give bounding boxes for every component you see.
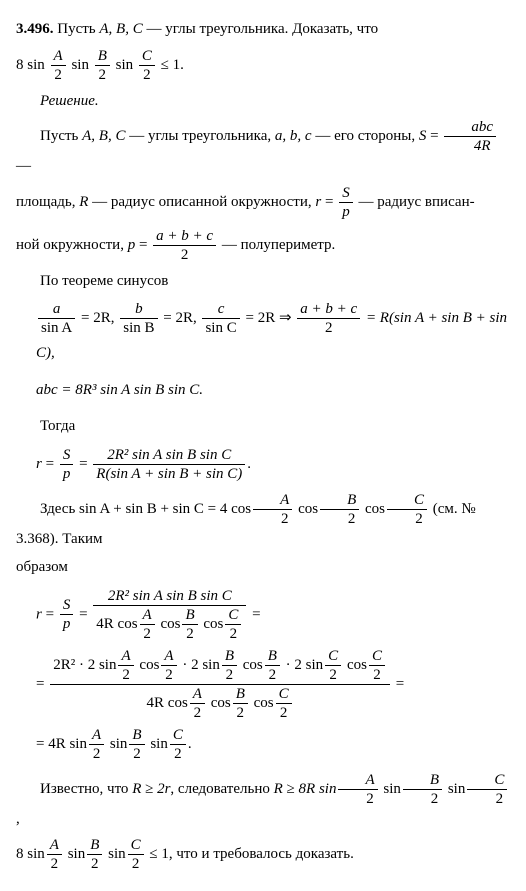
frac-A2: A2	[51, 47, 66, 84]
text: — радиус вписан-	[355, 193, 475, 209]
frac-B2: B2	[95, 47, 110, 84]
problem-inequality: 8 sin A2 sin B2 sin C2 ≤ 1.	[16, 47, 510, 84]
text: sin	[116, 56, 134, 72]
equation-r-expanded: r = Sp = 2R² sin A sin B sin C 4R cosA2 …	[36, 587, 510, 763]
dash: —	[16, 158, 31, 174]
text: площадь,	[16, 193, 79, 209]
text: 8 sin	[16, 56, 45, 72]
frac-C2: C2	[139, 47, 155, 84]
frac-c-sinC: csin C	[202, 300, 239, 337]
text: ≤ 1.	[161, 56, 184, 72]
paragraph-8: Известно, что R ≥ 2r, следовательно R ≥ …	[16, 771, 510, 831]
text: Пусть	[40, 128, 82, 144]
vars: A, B, C	[82, 128, 125, 144]
vars: a, b, c	[275, 128, 312, 144]
problem-statement: 3.496. Пусть A, B, C — углы треугольника…	[16, 18, 510, 41]
text: — полупериметр.	[218, 236, 335, 252]
var-R: R	[79, 193, 88, 209]
eq: =	[321, 193, 337, 209]
text: — углы треугольника. Доказать, что	[143, 21, 378, 37]
paragraph-9: 8 sinA2 sinB2 sinC2 ≤ 1, что и требовало…	[16, 836, 510, 873]
eq: =	[135, 236, 151, 252]
frac-big2: 2R² · 2 sinA2 cosA2 · 2 sinB2 cosB2 · 2 …	[50, 647, 390, 722]
frac-big1: 2R² sin A sin B sin C 4R cosA2 cosB2 cos…	[93, 587, 246, 643]
eq3-line3: = 4R sinA2 sinB2 sinC2.	[36, 726, 510, 763]
equation-sines: asin A = 2R, bsin B = 2R, csin C = 2R ⇒ …	[36, 300, 510, 407]
text: Пусть	[57, 21, 99, 37]
eq: =	[426, 128, 442, 144]
frac-semiperimeter: a + b + c2	[153, 227, 216, 264]
paragraph-7: образом	[16, 556, 510, 579]
ineq: R ≥ 2r	[132, 780, 170, 796]
problem-number: 3.496.	[16, 21, 54, 37]
frac-A2b: A2	[253, 491, 292, 528]
vars: A, B, C	[99, 21, 142, 37]
frac-area: abc4R	[444, 118, 496, 155]
eq3-line1: r = Sp = 2R² sin A sin B sin C 4R cosA2 …	[36, 587, 510, 643]
frac-sum: a + b + c2	[297, 300, 360, 337]
text: — углы треугольника,	[125, 128, 274, 144]
paragraph-1: Пусть A, B, C — углы треугольника, a, b,…	[16, 118, 510, 178]
equation-r: r = Sp = 2R² sin A sin B sin CR(sin A + …	[36, 446, 510, 483]
eq3-line2: = 2R² · 2 sinA2 cosA2 · 2 sinB2 cosB2 · …	[36, 647, 510, 722]
text: — радиус описанной окружности,	[88, 193, 315, 209]
paragraph-4: По теореме синусов	[16, 270, 510, 293]
frac-Sp: Sp	[339, 184, 353, 221]
solution-label: Решение.	[16, 90, 510, 113]
paragraph-5: Тогда	[16, 415, 510, 438]
text: , следовательно	[170, 780, 273, 796]
frac-a-sinA: asin A	[38, 300, 75, 337]
frac-r-expand: 2R² sin A sin B sin CR(sin A + sin B + s…	[93, 446, 245, 483]
frac-Sp3: Sp	[60, 596, 74, 633]
text: Известно, что	[40, 780, 132, 796]
eq-line-1: asin A = 2R, bsin B = 2R, csin C = 2R ⇒ …	[36, 300, 510, 370]
eq-line-2: abc = 8R³ sin A sin B sin C.	[36, 374, 510, 407]
frac-B2b: B2	[320, 491, 359, 528]
paragraph-3: ной окружности, p = a + b + c2 — полупер…	[16, 227, 510, 264]
text: sin	[71, 56, 89, 72]
frac-Sp2: Sp	[60, 446, 74, 483]
text: ной окружности,	[16, 236, 128, 252]
text: — его стороны,	[312, 128, 419, 144]
frac-b-sinB: bsin B	[120, 300, 157, 337]
frac-C2b: C2	[387, 491, 427, 528]
paragraph-6: Здесь sin A + sin B + sin C = 4 cosA2 co…	[16, 491, 510, 551]
paragraph-2: площадь, R — радиус описанной окружности…	[16, 184, 510, 221]
text: Здесь sin A + sin B + sin C = 4 cos	[40, 500, 251, 516]
